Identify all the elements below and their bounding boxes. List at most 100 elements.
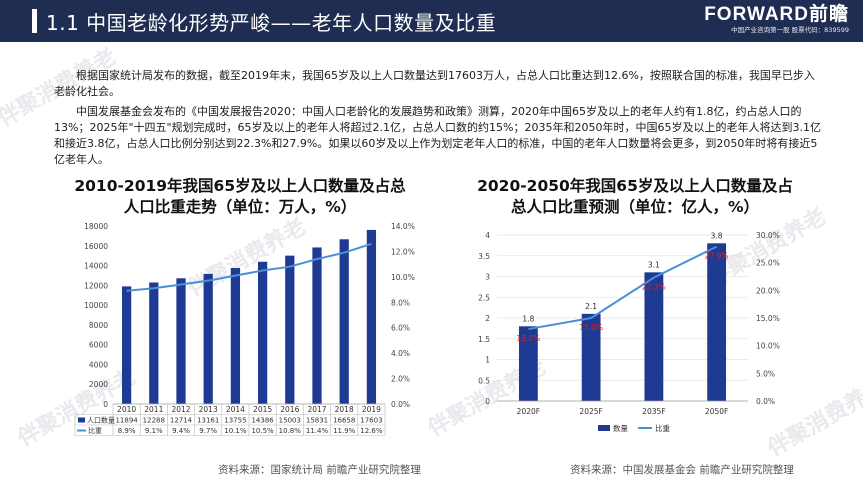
x-tick-label: 2018	[335, 405, 354, 414]
table-cell-value: 10.1%	[224, 427, 247, 435]
y-tick-label: 2.5	[478, 293, 490, 302]
table-cell-value: 12.6%	[360, 427, 383, 435]
table-cell-value: 15831	[306, 417, 328, 425]
line-data-label: 15.0%	[579, 323, 603, 332]
y-tick-label: 3.5	[478, 252, 490, 261]
brand-logo: FORWARD前瞻 中国产业咨询第一股 股票代码：839599	[704, 4, 849, 35]
y-tick-label: 6000	[89, 341, 108, 350]
bar-data-label: 3.8	[711, 231, 723, 240]
intro-paragraph: 根据国家统计局发布的数据，截至2019年末，我国65岁及以上人口数量达到1760…	[54, 69, 815, 98]
y2-tick-label: 20.0%	[756, 286, 780, 295]
bar-data-label: 3.1	[648, 260, 660, 269]
x-tick-label: 2035F	[642, 407, 665, 416]
y-tick-label: 10000	[84, 301, 108, 310]
brand-name: FORWARD前瞻	[704, 4, 849, 25]
page-header: 1.1 中国老龄化形势严峻——老年人口数量及比重 FORWARD前瞻 中国产业咨…	[0, 0, 863, 42]
bar	[581, 313, 601, 401]
y2-tick-label: 6.0%	[391, 324, 410, 333]
y-tick-label: 2	[485, 314, 490, 323]
forecast-paragraph: 中国发展基金会发布的《中国发展报告2020：中国人口老龄化的发展趋势和政策》测算…	[54, 105, 821, 166]
x-tick-label: 2016	[280, 405, 299, 414]
x-tick-label: 2010	[117, 405, 136, 414]
table-cell-value: 11.4%	[306, 427, 329, 435]
bar	[285, 255, 295, 404]
table-cell-value: 10.8%	[279, 427, 302, 435]
y2-tick-label: 2.0%	[391, 375, 410, 384]
bar	[707, 243, 727, 401]
y2-tick-label: 14.0%	[391, 222, 415, 231]
y-tick-label: 0.5	[478, 376, 490, 385]
table-cell-value: 11.9%	[333, 427, 356, 435]
x-tick-label: 2014	[226, 405, 245, 414]
table-cell-value: 10.5%	[251, 427, 274, 435]
bar	[518, 326, 538, 401]
table-cell-value: 12288	[143, 417, 165, 425]
bar	[230, 267, 241, 404]
y2-tick-label: 4.0%	[391, 349, 410, 358]
header-accent-bar	[32, 9, 37, 33]
table-cell-value: 9.7%	[199, 427, 217, 435]
y-tick-label: 4000	[89, 360, 108, 369]
table-cell-value: 15003	[279, 417, 301, 425]
x-tick-label: 2017	[307, 405, 326, 414]
y2-tick-label: 25.0%	[756, 259, 780, 268]
y2-tick-label: 12.0%	[391, 247, 415, 256]
legend-label: 人口数量	[87, 416, 115, 425]
y-tick-label: 16000	[84, 242, 108, 251]
chart2-source: 资料来源：中国发展基金会 前瞻产业研究院整理	[570, 464, 794, 476]
table-cell-value: 12714	[170, 417, 193, 425]
table-cell-value: 17603	[360, 417, 382, 425]
bar	[644, 272, 664, 401]
y2-tick-label: 0.0%	[391, 400, 410, 409]
bar	[203, 273, 213, 404]
y2-tick-label: 8.0%	[391, 298, 410, 307]
x-tick-label: 2025F	[579, 407, 602, 416]
series-line	[528, 245, 718, 331]
y-tick-label: 14000	[84, 262, 108, 271]
brand-subtitle: 中国产业咨询第一股 股票代码：839599	[731, 26, 849, 34]
table-cell-value: 14386	[251, 417, 274, 425]
table-cell-value: 13161	[197, 417, 219, 425]
bar	[366, 229, 377, 404]
y-tick-label: 12000	[84, 281, 108, 290]
line-data-label: 13.0%	[516, 334, 540, 343]
y-tick-label: 1.5	[478, 335, 490, 344]
bar	[339, 239, 349, 404]
x-tick-label: 2013	[199, 405, 218, 414]
chart1-source: 资料来源：国家统计局 前瞻产业研究院整理	[218, 464, 421, 476]
y2-tick-label: 5.0%	[756, 369, 775, 378]
bar	[257, 261, 268, 404]
bar-data-label: 1.8	[522, 314, 534, 323]
line-data-label: 27.9%	[705, 252, 729, 261]
y2-tick-label: 0.0%	[756, 397, 775, 406]
y-tick-label: 18000	[84, 222, 108, 231]
bar-data-label: 2.1	[585, 302, 597, 311]
y2-tick-label: 30.0%	[756, 231, 780, 240]
y2-tick-label: 10.0%	[756, 342, 780, 351]
table-cell-value: 11894	[115, 417, 138, 425]
chart2-title: 2020-2050年我国65岁及以上人口数量及占总人口比重预测（单位：亿人，%）	[477, 177, 793, 216]
y2-tick-label: 15.0%	[756, 314, 780, 323]
y-tick-label: 2000	[89, 380, 108, 389]
legend-label: 比重	[655, 423, 670, 433]
legend-swatch-bar	[598, 425, 610, 431]
bar	[176, 278, 186, 404]
y-tick-label: 0	[103, 400, 108, 409]
table-cell-value: 9.1%	[145, 427, 163, 435]
chart1-title: 2010-2019年我国65岁及以上人口数量及占总人口比重走势（单位：万人，%）	[74, 177, 406, 216]
page-title: 1.1 中国老龄化形势严峻——老年人口数量及比重	[46, 11, 497, 35]
x-tick-label: 2015	[253, 405, 272, 414]
bar	[121, 286, 132, 404]
y-tick-label: 8000	[89, 321, 108, 330]
x-tick-label: 2020F	[517, 407, 540, 416]
legend-label: 比重	[88, 426, 102, 435]
x-tick-label: 2019	[362, 405, 381, 414]
x-tick-label: 2011	[144, 405, 163, 414]
table-cell-value: 9.4%	[172, 427, 190, 435]
y-tick-label: 4	[485, 231, 490, 240]
y-tick-label: 3	[485, 273, 490, 282]
table-cell-value: 13755	[224, 417, 246, 425]
bar	[312, 247, 322, 404]
x-tick-label: 2012	[171, 405, 190, 414]
